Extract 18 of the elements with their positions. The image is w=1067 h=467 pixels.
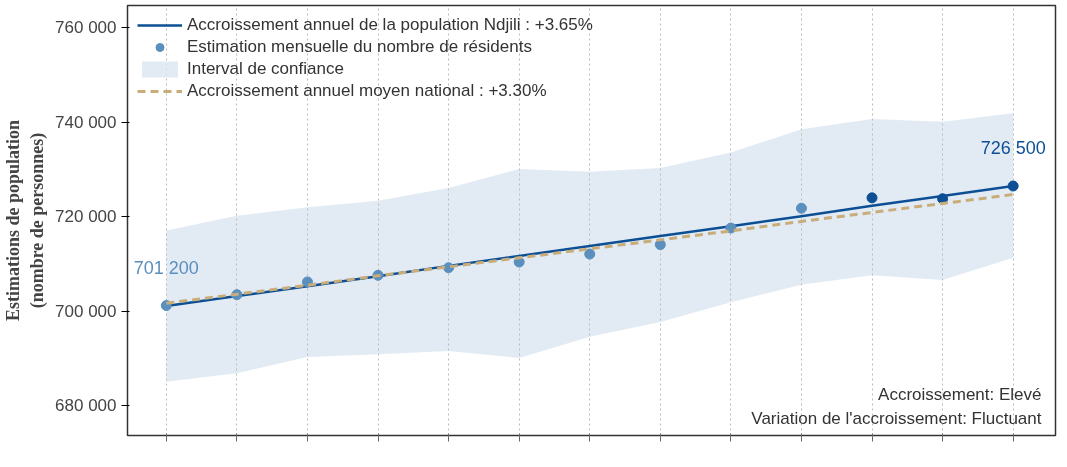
y-tick-label: 740 000 — [55, 112, 117, 132]
data-label: 726 500 — [980, 138, 1046, 159]
legend-label: Accroissement annuel de la population Ndjili : +3.65% — [187, 15, 593, 35]
data-label: 701 200 — [133, 257, 199, 278]
legend-label: Interval de confiance — [187, 59, 344, 79]
point — [795, 202, 807, 214]
point — [866, 192, 878, 204]
y-tick-label: 760 000 — [55, 18, 117, 38]
legend-label: Accroissement annuel moyen national : +3.30% — [187, 81, 547, 101]
y-axis-title: Estimations de population (nombre de personnes) — [3, 119, 49, 322]
annotation: Variation de l'accroissement: Fluctuant — [751, 408, 1042, 428]
y-tick-label: 700 000 — [55, 301, 117, 321]
y-tick-label: 680 000 — [55, 396, 117, 416]
point — [584, 248, 596, 260]
point — [1007, 180, 1019, 192]
y-tick-label: 720 000 — [55, 207, 117, 227]
annotation: Accroissement: Elevé — [878, 384, 1042, 404]
legend-label: Estimation mensuelle du nombre de résidents — [187, 37, 532, 57]
